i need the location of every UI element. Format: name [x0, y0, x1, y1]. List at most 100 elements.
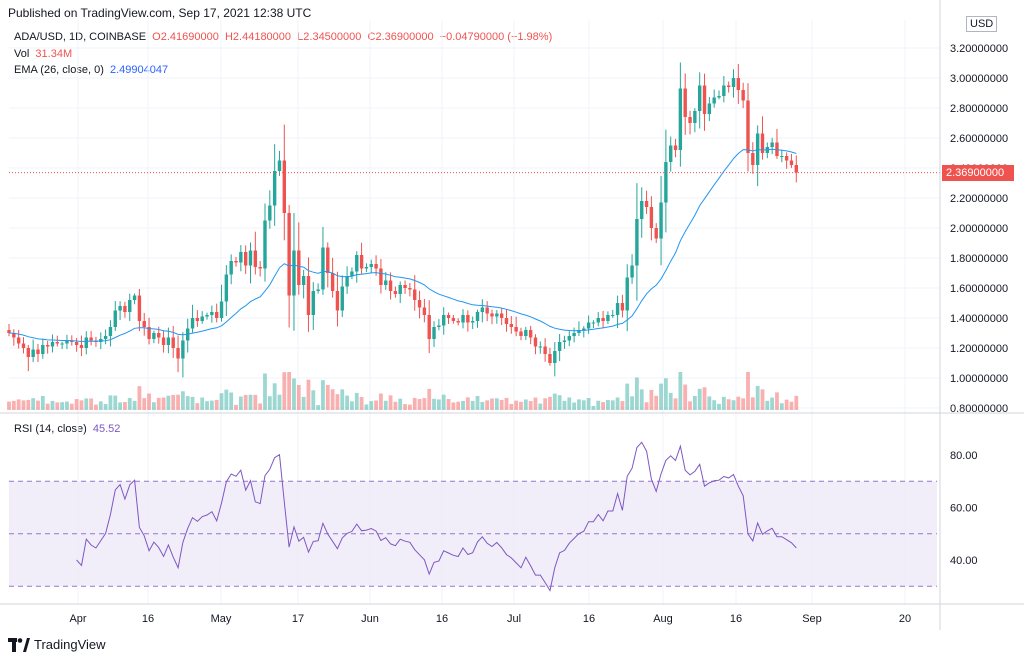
- candle-body: [84, 337, 88, 348]
- volume-bar: [234, 404, 238, 410]
- rsi-tick-label: 40.00: [950, 555, 978, 567]
- candle-body: [224, 274, 229, 302]
- volume-bar: [103, 404, 108, 410]
- volume-bar: [321, 380, 325, 410]
- rsi-line: [76, 441, 797, 592]
- candle-body: [103, 336, 108, 339]
- candle-body: [326, 247, 330, 273]
- volume-bar: [712, 400, 717, 410]
- volume-legend: Vol 31.34M: [14, 48, 72, 60]
- volume-bar: [775, 392, 779, 410]
- candle-body: [248, 250, 253, 266]
- candle-body: [451, 318, 456, 321]
- volume-bar: [31, 398, 36, 410]
- candle-body: [297, 250, 301, 285]
- volume-bar: [794, 395, 799, 410]
- volume-bar: [470, 400, 475, 410]
- volume-bar: [374, 400, 378, 410]
- close-value: C2.36900000: [367, 31, 434, 43]
- volume-bar: [528, 401, 533, 410]
- volume-bar: [746, 372, 750, 410]
- volume-bar: [383, 400, 388, 410]
- candle-body: [99, 339, 103, 342]
- ema-label[interactable]: EMA (26, close, 0): [14, 64, 104, 76]
- candle-body: [480, 307, 485, 312]
- time-tick-label: Aug: [653, 613, 673, 625]
- candle-body: [41, 345, 45, 354]
- volume-bar: [586, 398, 591, 410]
- candle-body: [355, 255, 359, 272]
- volume-bar: [156, 397, 161, 410]
- candle-body: [408, 288, 412, 290]
- volume-bar: [606, 400, 610, 410]
- candle-body: [316, 289, 320, 291]
- candle-body: [789, 160, 794, 165]
- volume-bar: [190, 396, 195, 410]
- volume-label[interactable]: Vol: [14, 48, 30, 60]
- time-tick-label: Jul: [507, 613, 521, 625]
- time-tick-label: May: [211, 613, 232, 625]
- candle-body: [152, 333, 156, 339]
- candle-body: [258, 267, 262, 269]
- candle-body: [282, 160, 287, 213]
- candle-body: [413, 289, 417, 300]
- volume-bar: [644, 402, 649, 410]
- candle-body: [306, 276, 311, 315]
- rsi-label[interactable]: RSI (14, close): [14, 423, 87, 435]
- candle-body: [330, 273, 335, 291]
- candle-body: [635, 219, 639, 266]
- volume-bar: [697, 388, 702, 410]
- candle-body: [205, 315, 209, 317]
- volume-bar: [668, 392, 673, 410]
- candle-body: [514, 327, 518, 332]
- candle-body: [470, 321, 475, 323]
- volume-bar: [36, 400, 40, 410]
- volume-bar: [161, 397, 166, 410]
- candle-body: [190, 318, 195, 329]
- volume-bar: [731, 400, 736, 410]
- volume-bar: [258, 403, 263, 410]
- volume-bar: [40, 395, 45, 410]
- volume-bar: [485, 400, 490, 410]
- candle-body: [625, 277, 629, 311]
- volume-bar: [229, 392, 234, 410]
- volume-bar: [538, 403, 543, 410]
- rsi-legend: RSI (14, close) 45.52: [14, 423, 120, 435]
- volume-bar: [301, 396, 306, 410]
- volume-bar: [451, 402, 456, 410]
- volume-bar: [432, 398, 436, 410]
- volume-bar: [461, 400, 465, 410]
- candle-body: [567, 336, 571, 341]
- candle-body: [364, 267, 369, 269]
- candle-body: [466, 315, 470, 323]
- candle-body: [485, 307, 489, 314]
- candle-body: [195, 318, 200, 321]
- volume-bar: [601, 402, 605, 410]
- volume-bar: [625, 383, 630, 410]
- volume-bar: [180, 391, 185, 410]
- candle-body: [74, 342, 79, 345]
- candle-body: [538, 346, 542, 348]
- volume-bar: [118, 402, 122, 410]
- candle-body: [702, 85, 707, 114]
- volume-bar: [475, 396, 480, 410]
- candle-body: [620, 303, 625, 311]
- volume-bar: [770, 397, 775, 410]
- volume-bar: [509, 403, 514, 410]
- volume-bar: [113, 395, 118, 410]
- volume-bar: [441, 394, 446, 410]
- candle-body: [533, 337, 538, 347]
- candle-body: [277, 160, 282, 171]
- tradingview-logo[interactable]: TradingView: [8, 637, 106, 652]
- symbol-label[interactable]: ADA/USD, 1D, COINBASE: [14, 31, 147, 43]
- volume-bar: [219, 393, 224, 410]
- candle-body: [7, 330, 11, 333]
- volume-bar: [379, 393, 383, 410]
- currency-badge[interactable]: USD: [966, 16, 998, 32]
- candle-body: [200, 316, 204, 321]
- candle-body: [736, 78, 741, 90]
- volume-bar: [446, 398, 451, 410]
- low-value: L2.34500000: [297, 31, 362, 43]
- price-tick-label: 2.60000000: [950, 133, 1008, 145]
